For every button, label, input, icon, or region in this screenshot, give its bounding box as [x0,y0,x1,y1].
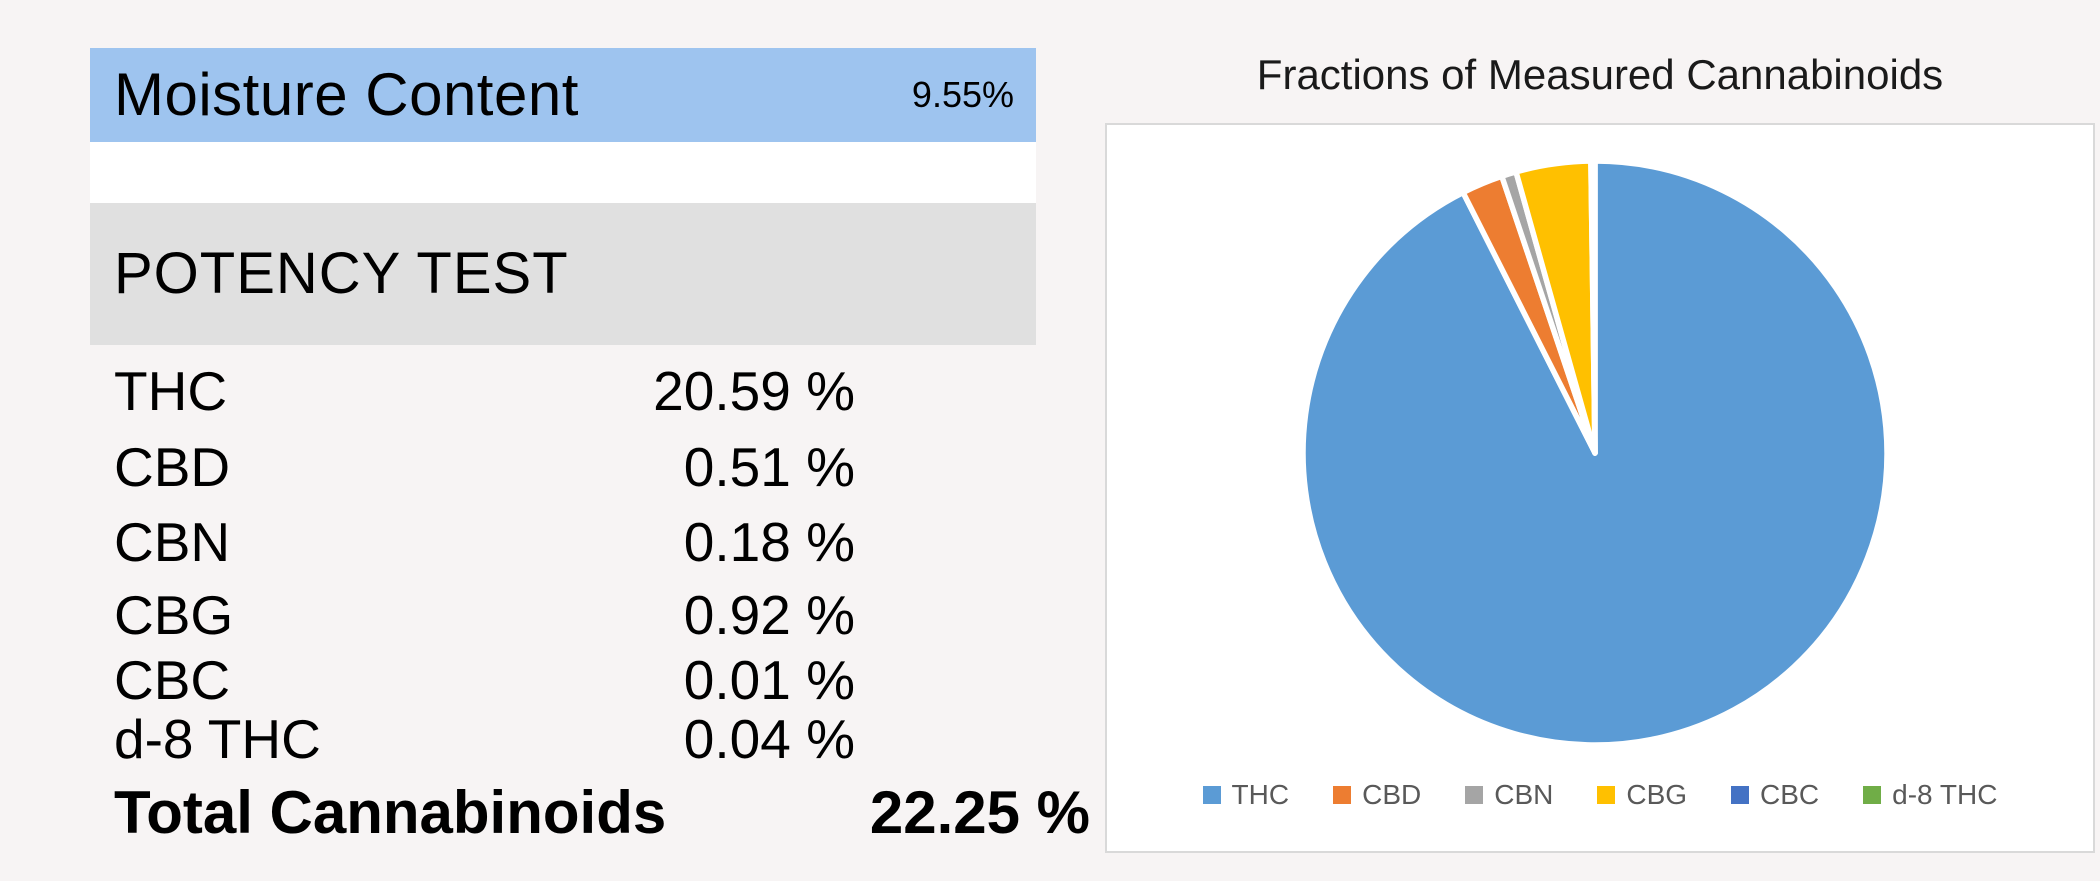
row-value: 0.51 % [683,435,855,498]
table-row-d8thc: d-8 THC 0.04 % [90,710,1036,768]
row-value: 20.59 % [653,359,855,422]
row-label: CBN [114,510,231,573]
table-row-cbg: CBG 0.92 % [90,580,1036,650]
legend-label: d-8 THC [1892,779,1998,810]
table-row-cbd: CBD 0.51 % [90,430,1036,504]
spacer-strip [90,142,1036,203]
legend-label: CBG [1626,779,1688,810]
total-cannabinoids-label: Total Cannabinoids [114,779,667,846]
legend-swatch-icon [1597,786,1616,804]
legend-item-cbc: CBC [1731,781,1819,809]
legend-item-cbn: CBN [1465,781,1553,809]
row-value: 0.04 % [683,707,855,770]
chart-title: Fractions of Measured Cannabinoids [1256,51,1944,98]
legend-item-cbg: CBG [1597,781,1687,809]
cannabinoid-table: THC 20.59 % CBD 0.51 % CBN 0.18 % CBG 0.… [90,352,1036,768]
table-row-cbc: CBC 0.01 % [90,650,1036,710]
row-value: 0.01 % [683,648,855,711]
moisture-content-header: Moisture Content 9.55% [90,48,1036,142]
row-label: CBD [114,435,231,498]
table-row-total: Total Cannabinoids 22.25 % [90,779,1090,846]
row-label: CBC [114,648,231,711]
row-label: d-8 THC [114,707,321,770]
legend-swatch-icon [1465,786,1484,804]
legend-label: CBC [1760,779,1820,810]
legend-label: THC [1231,779,1290,810]
table-row-thc: THC 20.59 % [90,352,1036,430]
potency-test-header: POTENCY TEST [90,203,1036,345]
potency-test-label: POTENCY TEST [114,241,569,306]
pie-chart [1300,158,1890,748]
legend-item-thc: THC [1202,779,1290,810]
potency-report-panel: Moisture Content 9.55% POTENCY TEST THC … [90,48,1090,846]
table-row-cbn: CBN 0.18 % [90,504,1036,580]
legend-item-d-8-thc: d-8 THC [1863,781,1997,809]
legend-label: CBN [1494,779,1554,810]
moisture-content-value: 9.55% [911,74,1014,115]
row-value: 0.92 % [683,583,855,646]
row-label: THC [114,359,228,422]
legend-swatch-icon [1731,786,1750,804]
row-value: 0.18 % [683,510,855,573]
moisture-content-label: Moisture Content [114,61,579,128]
total-cannabinoids-value: 22.25 % [869,779,1090,846]
pie-slice-d-8-thc [1588,158,1598,456]
legend-label: CBD [1362,779,1422,810]
legend-swatch-icon [1863,786,1882,804]
legend-swatch-icon [1333,786,1352,804]
row-label: CBG [114,583,234,646]
chart-legend: THC CBD CBN CBG CBC d-8 THC [1107,781,2093,809]
legend-swatch-icon [1202,786,1221,804]
pie-chart-area: THC CBD CBN CBG CBC d-8 THC [1105,123,2095,853]
legend-item-cbd: CBD [1333,781,1421,809]
